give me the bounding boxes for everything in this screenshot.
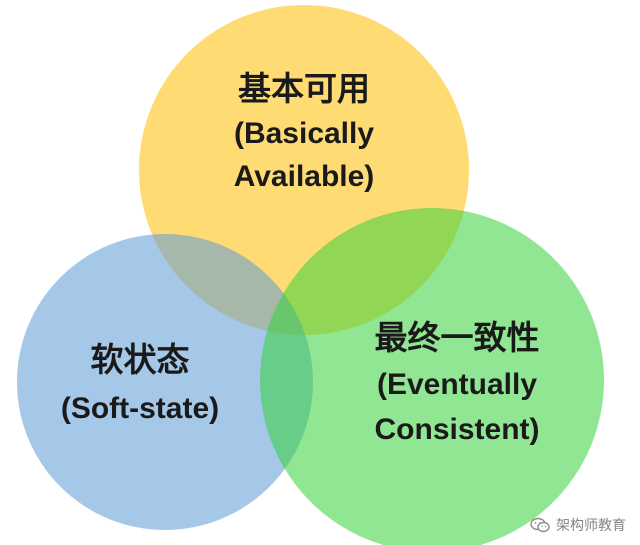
label-basically-available-en-1: (Basically	[234, 117, 374, 150]
circle-soft-state	[17, 234, 313, 530]
label-soft-state-cn: 软状态	[91, 340, 190, 379]
label-soft-state-en: (Soft-state)	[61, 392, 219, 425]
label-eventually-consistent-cn: 最终一致性	[375, 318, 540, 357]
watermark: 架构师教育	[530, 515, 626, 535]
label-basically-available-en-2: Available)	[234, 160, 375, 193]
label-eventually-consistent-en-2: Consistent)	[375, 413, 540, 446]
wechat-icon	[530, 517, 550, 533]
label-basically-available-cn: 基本可用	[238, 69, 370, 108]
watermark-text: 架构师教育	[556, 518, 626, 534]
circle-eventually-consistent	[260, 208, 604, 545]
label-eventually-consistent-en-1: (Eventually	[377, 368, 537, 401]
